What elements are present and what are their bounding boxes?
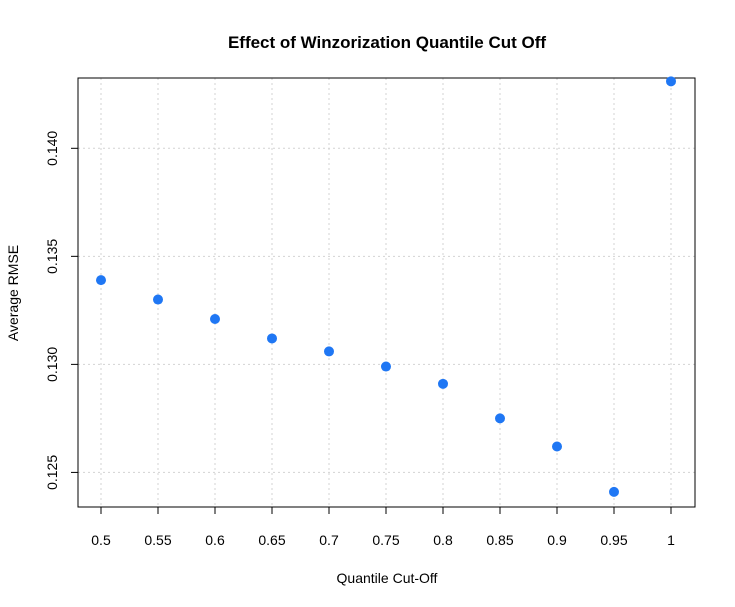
data-point <box>495 413 505 424</box>
x-axis: 0.5 0.55 0.6 0.65 0.7 0.75 0.8 0.85 0.9 0.95 1 <box>91 507 675 548</box>
x-tick-label: 0.85 <box>486 532 513 548</box>
y-tick-label: 0.135 <box>44 239 60 274</box>
y-tick-label: 0.140 <box>44 131 60 166</box>
plot-frame <box>77 77 696 508</box>
x-tick-label: 0.55 <box>144 532 171 548</box>
x-axis-label: Quantile Cut-Off <box>337 570 438 586</box>
x-tick-label: 0.5 <box>91 532 111 548</box>
data-point <box>96 275 106 286</box>
y-axis-label: Average RMSE <box>5 245 21 341</box>
x-tick-label: 0.7 <box>319 532 339 548</box>
data-point <box>552 441 562 452</box>
x-tick-label: 0.95 <box>600 532 627 548</box>
y-tick-label: 0.130 <box>44 347 60 382</box>
x-tick-label: 0.65 <box>258 532 285 548</box>
x-tick-label: 1 <box>667 532 675 548</box>
y-tick-label: 0.125 <box>44 455 60 490</box>
data-point <box>381 361 391 372</box>
data-point <box>324 346 334 357</box>
x-tick-label: 0.6 <box>205 532 225 548</box>
data-point <box>153 294 163 305</box>
data-point <box>267 333 277 344</box>
grid <box>78 78 695 507</box>
chart-title: Effect of Winzorization Quantile Cut Off <box>228 33 546 52</box>
y-axis: 0.125 0.130 0.135 0.140 <box>44 131 78 490</box>
x-tick-label: 0.9 <box>547 532 567 548</box>
data-point <box>666 76 676 87</box>
x-tick-label: 0.8 <box>433 532 453 548</box>
data-point <box>438 378 448 389</box>
data-points <box>96 76 676 497</box>
x-tick-label: 0.75 <box>372 532 399 548</box>
data-point <box>609 486 619 497</box>
data-point <box>210 314 220 324</box>
